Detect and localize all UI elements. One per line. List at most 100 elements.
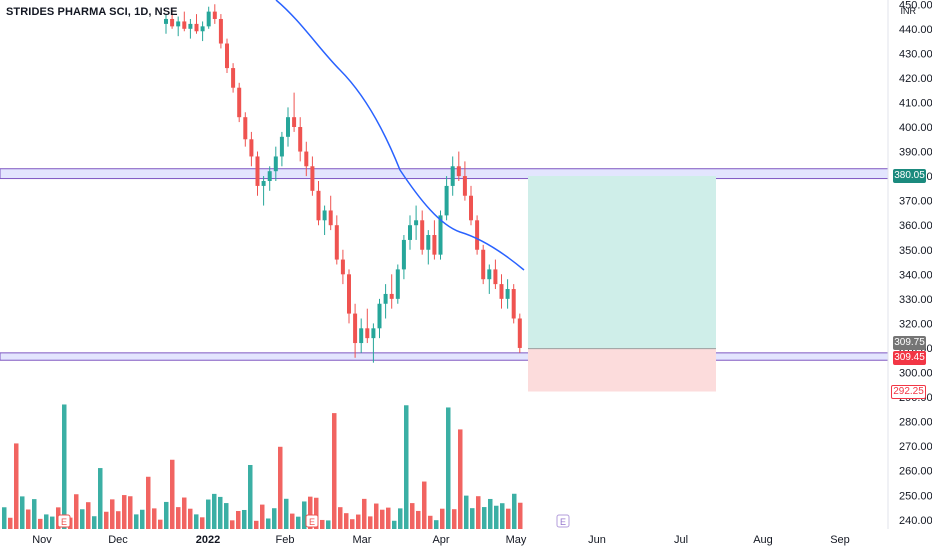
volume-bar (458, 429, 463, 529)
candle-body (426, 235, 431, 250)
time-tick-label: Dec (108, 534, 128, 546)
volume-bar (272, 508, 277, 529)
volume-bar (224, 503, 229, 529)
volume-bar (476, 496, 481, 529)
volume-bar (308, 496, 313, 529)
candle-body (444, 185, 449, 216)
candle-body (469, 195, 473, 221)
volume-bar (416, 510, 421, 529)
candle-body (438, 215, 443, 255)
volume-bar (320, 519, 325, 529)
volume-bar (488, 498, 493, 529)
time-tick-label: Nov (32, 534, 52, 546)
candle-body (481, 249, 486, 280)
moving-average-line (275, 0, 525, 271)
volume-bar (404, 405, 409, 529)
price-tick-label: 430.00 (899, 48, 932, 60)
volume-bar (338, 507, 343, 529)
candle-body (493, 269, 498, 285)
volume-bar (506, 508, 511, 529)
volume-bar (380, 509, 385, 529)
candle-body (176, 21, 181, 27)
candle-body (255, 156, 260, 186)
volume-bar (110, 499, 115, 529)
price-tick-label: 300.00 (899, 368, 932, 380)
candle-body (218, 18, 223, 44)
volume-bar (122, 495, 127, 529)
candle-body (389, 293, 394, 299)
candle-body (200, 26, 205, 32)
candlestick-series (164, 4, 522, 363)
volume-bar (134, 514, 139, 529)
candle-body (249, 139, 254, 157)
price-axis[interactable]: 450.00 440.00 430.00 420.00 410.00 400.00 390.… (899, 0, 932, 527)
candle-body (182, 21, 187, 29)
candle-body (164, 18, 168, 24)
volume-bar (236, 510, 241, 529)
candle-body (450, 166, 455, 186)
price-tick-label: 270.00 (899, 441, 932, 453)
candle-body (499, 284, 504, 299)
candle-body (340, 259, 345, 275)
volume-bars (2, 404, 523, 529)
volume-bar (140, 509, 145, 529)
stop-zone (528, 348, 716, 392)
volume-bar (470, 508, 475, 529)
earnings-marker: E (556, 514, 570, 528)
earnings-marker-box (57, 514, 71, 528)
candle-body (462, 176, 467, 196)
volume-bar (176, 507, 181, 529)
symbol-title[interactable]: STRIDES PHARMA SCI, 1D, NSE (6, 6, 178, 18)
volume-bar (422, 481, 427, 529)
price-tick-label: 410.00 (899, 97, 932, 109)
volume-bar (38, 518, 43, 529)
volume-bar (200, 517, 205, 529)
earnings-marker-box (556, 514, 570, 528)
volume-bar (32, 499, 37, 529)
long-position-tool[interactable] (528, 175, 716, 392)
time-tick-label: Jun (588, 534, 606, 546)
zone-support (0, 352, 889, 361)
volume-bar (242, 509, 247, 529)
candle-body (383, 293, 388, 304)
time-tick-label: Aug (753, 534, 773, 546)
candle-body (414, 220, 419, 226)
price-tick-label: 250.00 (899, 490, 932, 502)
volume-bar (386, 507, 391, 529)
candle-body (517, 318, 522, 348)
time-tick-label: Feb (276, 534, 295, 546)
volume-bar (146, 476, 151, 529)
volume-bar (500, 503, 505, 529)
volume-bar (410, 503, 415, 529)
volume-bar (440, 508, 445, 529)
volume-bar (362, 498, 367, 529)
candle-body (298, 127, 303, 152)
candle-body (353, 313, 358, 344)
candle-body (505, 289, 510, 299)
price-tick-label: 320.00 (899, 318, 932, 330)
volume-bar (302, 501, 307, 529)
candle-body (371, 328, 376, 339)
candle-body (243, 117, 248, 140)
candle-body (408, 225, 412, 240)
volume-bar (326, 520, 331, 529)
candle-body (316, 190, 321, 221)
candle-body (401, 239, 406, 270)
volume-bar (128, 496, 133, 529)
volume-bar (428, 515, 433, 529)
volume-bar (98, 468, 103, 529)
volume-bar (152, 508, 157, 529)
candle-body (420, 220, 425, 250)
volume-bar (374, 503, 379, 529)
candle-body (286, 117, 290, 137)
horizontal-zones[interactable] (0, 168, 889, 361)
volume-bar (260, 504, 265, 529)
time-axis[interactable]: Nov Dec 2022 Feb Mar Apr May Jun Jul Aug Sep (32, 534, 850, 546)
volume-bar (86, 502, 91, 529)
price-label-stop: 292.25 (891, 384, 926, 399)
candle-body (432, 235, 437, 255)
volume-bar (494, 505, 499, 529)
candle-body (225, 43, 229, 69)
